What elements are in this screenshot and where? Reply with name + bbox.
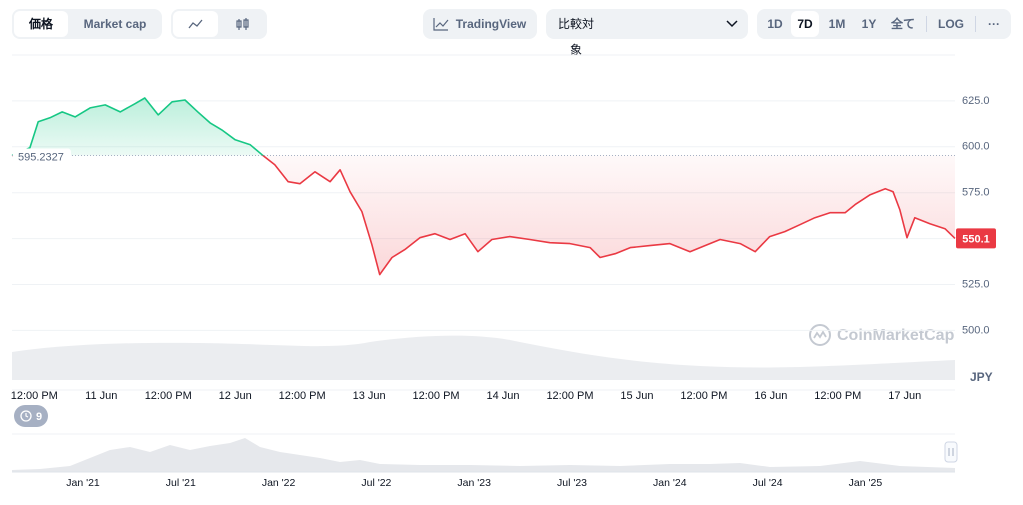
y-tick-label: 600.0 [962, 141, 990, 153]
navigator-label: Jan '23 [457, 477, 491, 489]
x-tick-label: 17 Jun [888, 390, 921, 402]
navigator-label: Jan '25 [849, 477, 883, 489]
last-price-tag [956, 228, 996, 249]
baseline-label-box [13, 148, 71, 166]
range-group: 1D 7D 1M 1Y 全て LOG ··· [757, 9, 1011, 39]
navigator-label: Jul '23 [557, 477, 587, 489]
x-tick-label: 12:00 PM [11, 390, 58, 402]
badge-count: 9 [36, 411, 42, 423]
navigator-label: Jan '21 [66, 477, 100, 489]
y-tick-label: 575.0 [962, 187, 990, 199]
candle-chart-button[interactable] [221, 11, 265, 37]
x-tick-label: 12:00 PM [413, 390, 460, 402]
x-tick-label: 11 Jun [85, 390, 117, 402]
y-tick-label: 550.0 [962, 233, 990, 245]
x-tick-label: 12:00 PM [145, 390, 192, 402]
button-label: TradingView [455, 17, 527, 31]
range-button[interactable]: 全て [890, 17, 915, 31]
more-button[interactable]: ··· [988, 17, 1000, 31]
x-tick-label: 16 Jun [754, 390, 787, 402]
tab[interactable]: 価格 [14, 11, 68, 37]
tradingview-button[interactable]: TradingView [423, 9, 537, 39]
watermark: CoinMarketCap [809, 324, 955, 346]
navigator-label: Jul '22 [361, 477, 391, 489]
compare-select[interactable]: 比較対象 [546, 9, 748, 57]
x-tick-label: 14 Jun [487, 390, 520, 402]
tab-group: 価格 Market cap [12, 9, 162, 39]
range-button[interactable]: 1D [767, 17, 783, 31]
separator [926, 16, 927, 32]
baseline-label: 595.2327 [18, 151, 64, 163]
range-button[interactable]: 1Y [861, 17, 877, 31]
x-tick-label: 12:00 PM [680, 390, 727, 402]
navigator-label: Jan '22 [262, 477, 296, 489]
history-badge[interactable]: 9 [14, 405, 48, 427]
chart-type-group [171, 9, 267, 39]
y-tick-label: 500.0 [962, 324, 990, 336]
x-tick-label: 13 Jun [353, 390, 386, 402]
x-tick-label: 12:00 PM [814, 390, 861, 402]
tab[interactable]: Market cap [83, 17, 147, 31]
navigator-label: Jan '24 [653, 477, 687, 489]
x-tick-label: 12:00 PM [546, 390, 593, 402]
x-tick-label: 12:00 PM [279, 390, 326, 402]
x-tick-label: 15 Jun [620, 390, 653, 402]
navigator [12, 433, 958, 473]
x-tick-label: 12 Jun [219, 390, 252, 402]
volume-area [12, 335, 955, 380]
navigator-label: Jul '21 [166, 477, 196, 489]
select-label: 比較対象 [557, 17, 594, 57]
y-tick-label: 625.0 [962, 95, 990, 107]
line-chart-button[interactable] [173, 11, 218, 37]
last-price-label: 550.1 [962, 233, 990, 245]
watermark-text: CoinMarketCap [837, 327, 955, 344]
price-line [11, 97, 956, 276]
log-button[interactable]: LOG [938, 17, 964, 31]
separator [975, 16, 976, 32]
range-button[interactable]: 1M [828, 17, 846, 31]
y-tick-label: 525.0 [962, 278, 990, 290]
area-shading [12, 98, 955, 275]
navigator-label: Jul '24 [753, 477, 783, 489]
range-button[interactable]: 7D [791, 11, 819, 37]
y-unit: JPY [970, 370, 993, 384]
